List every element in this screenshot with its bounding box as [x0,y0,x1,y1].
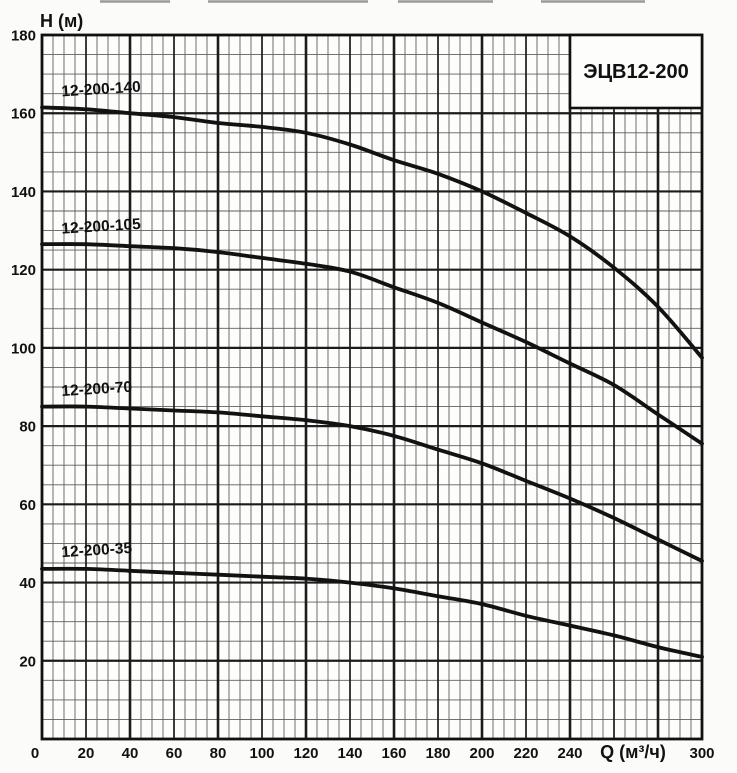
y-axis-title: H (м) [40,11,83,31]
y-tick-160: 160 [11,106,36,123]
curve-12-200-140 [40,105,704,360]
y-tick-80: 80 [19,419,36,436]
y-tick-60: 60 [19,497,36,514]
curve-label-12-200-140: 12-200-140 [61,79,141,101]
curve-label-12-200-70: 12-200-70 [61,379,133,400]
x-tick-100: 100 [249,745,274,762]
y-tick-20: 20 [19,653,36,670]
pump-curves [40,105,704,659]
x-tick-300: 300 [689,745,714,762]
x-axis-tick-labels: 0 20 40 60 80 100 120 140 160 180 200 220 240 300 [31,745,715,762]
x-axis-title: Q (м³/ч) [600,742,666,762]
x-tick-180: 180 [425,745,450,762]
grid-major-lines [42,35,702,739]
curve-label-12-200-105: 12-200-105 [61,216,142,238]
x-tick-120: 120 [293,745,318,762]
y-tick-100: 100 [11,340,36,357]
x-tick-60: 60 [166,745,183,762]
curve-labels: 12-200-140 12-200-105 12-200-70 12-200-35 [61,79,142,562]
y-tick-180: 180 [11,28,36,45]
curve-12-200-35 [40,566,704,659]
x-tick-40: 40 [122,745,139,762]
chart-title: ЭЦВ12-200 [583,61,689,83]
x-tick-0: 0 [31,745,39,762]
y-tick-120: 120 [11,262,36,279]
y-tick-140: 140 [11,184,36,201]
x-tick-240: 240 [557,745,582,762]
x-tick-20: 20 [78,745,95,762]
y-tick-40: 40 [19,575,36,592]
curve-12-200-70 [40,404,704,563]
title-box [568,33,704,110]
x-tick-220: 220 [513,745,538,762]
x-tick-140: 140 [337,745,362,762]
x-tick-200: 200 [469,745,494,762]
y-axis-tick-labels: 180 160 140 120 100 80 60 40 20 [11,28,36,671]
x-tick-160: 160 [381,745,406,762]
curve-label-12-200-35: 12-200-35 [61,540,133,561]
x-tick-80: 80 [210,745,227,762]
plot-frame [40,33,704,741]
grid-minor-lines [42,35,702,739]
curve-12-200-105 [40,242,704,446]
